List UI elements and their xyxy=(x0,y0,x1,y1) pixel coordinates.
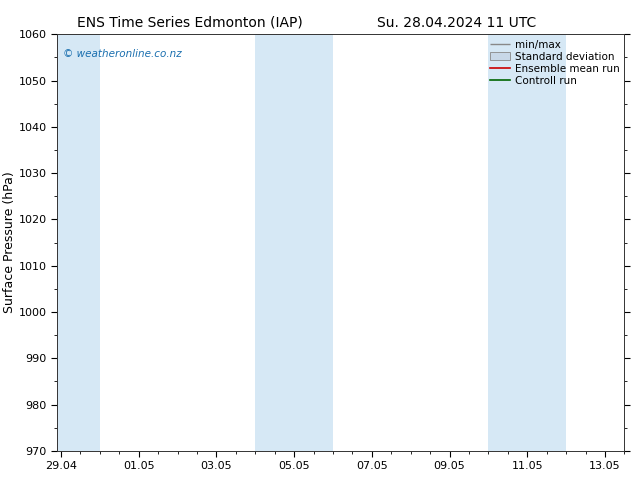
Bar xyxy=(57,34,100,451)
Bar xyxy=(488,34,566,451)
Text: ENS Time Series Edmonton (IAP): ENS Time Series Edmonton (IAP) xyxy=(77,16,303,30)
Text: © weatheronline.co.nz: © weatheronline.co.nz xyxy=(63,49,181,59)
Bar xyxy=(256,34,333,451)
Y-axis label: Surface Pressure (hPa): Surface Pressure (hPa) xyxy=(3,172,16,314)
Legend: min/max, Standard deviation, Ensemble mean run, Controll run: min/max, Standard deviation, Ensemble me… xyxy=(488,37,621,88)
Text: Su. 28.04.2024 11 UTC: Su. 28.04.2024 11 UTC xyxy=(377,16,536,30)
